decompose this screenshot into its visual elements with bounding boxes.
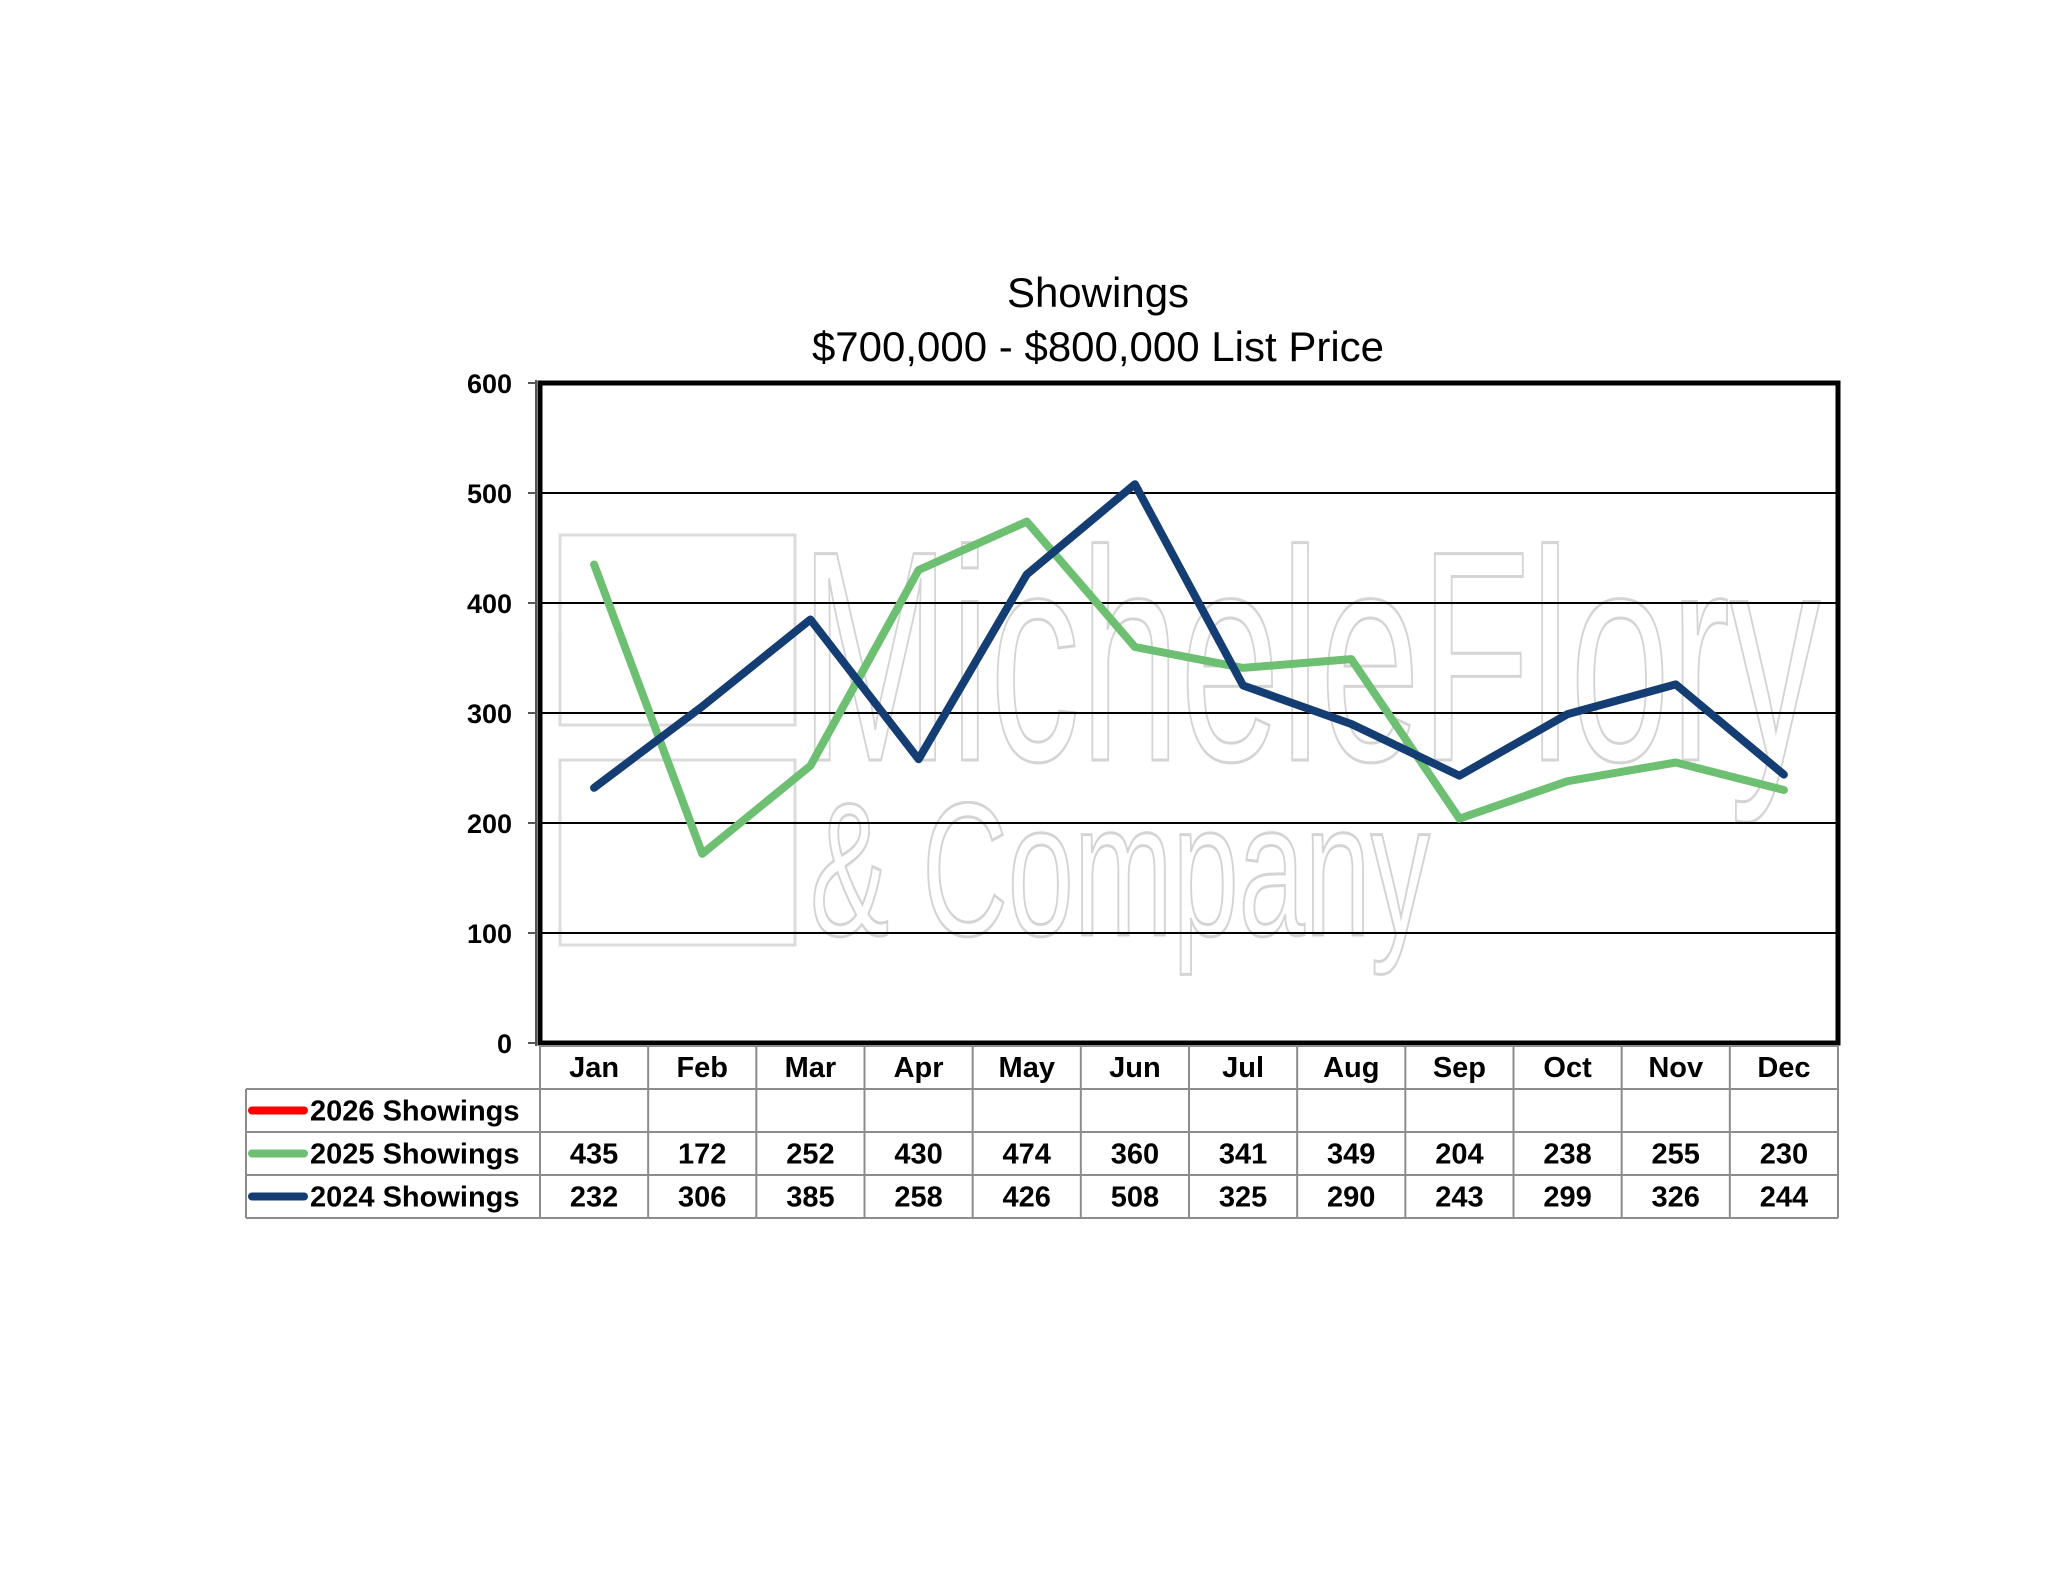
x-tick-label: Jun bbox=[1109, 1052, 1161, 1084]
table-cell: 325 bbox=[1219, 1182, 1267, 1214]
y-tick-label: 600 bbox=[467, 369, 512, 399]
table-cell: 258 bbox=[894, 1182, 942, 1214]
x-tick-label: Sep bbox=[1433, 1052, 1486, 1084]
series-line-2025-showings bbox=[590, 517, 1788, 858]
watermark: MicheleFlory & Company bbox=[558, 487, 1822, 978]
table-cell: 238 bbox=[1543, 1139, 1591, 1171]
x-tick-label: Mar bbox=[785, 1052, 837, 1084]
table-cell: 232 bbox=[570, 1182, 618, 1214]
data-table: Jan Feb Mar Apr May Jun Jul Aug Sep Oct Nov Dec 2026… bbox=[245, 1045, 1839, 1219]
table-cell: 244 bbox=[1760, 1182, 1808, 1214]
series-lines bbox=[590, 480, 1788, 858]
y-axis-tick-labels: 0 100 200 300 400 500 600 bbox=[467, 369, 512, 1059]
table-cell: 299 bbox=[1543, 1182, 1591, 1214]
table-cell: 326 bbox=[1652, 1182, 1700, 1214]
x-tick-label: Jul bbox=[1222, 1052, 1264, 1084]
x-tick-label: Aug bbox=[1323, 1052, 1379, 1084]
table-cell: 360 bbox=[1111, 1139, 1159, 1171]
chart-title: Showings bbox=[1007, 269, 1189, 316]
legend-label: 2026 Showings bbox=[310, 1096, 520, 1128]
table-cell: 230 bbox=[1760, 1139, 1808, 1171]
series-line-2024-showings bbox=[590, 480, 1788, 792]
y-tick-label: 500 bbox=[467, 479, 512, 509]
x-tick-label: Apr bbox=[894, 1052, 944, 1084]
y-tick-label: 100 bbox=[467, 919, 512, 949]
table-cell: 341 bbox=[1219, 1139, 1267, 1171]
table-cell: 474 bbox=[1003, 1139, 1051, 1171]
watermark-line2: & Company bbox=[810, 764, 1430, 976]
table-cell: 243 bbox=[1435, 1182, 1483, 1214]
x-tick-label: Jan bbox=[569, 1052, 619, 1084]
y-tick-label: 0 bbox=[497, 1029, 512, 1059]
table-cell: 290 bbox=[1327, 1182, 1375, 1214]
y-tick-label: 400 bbox=[467, 589, 512, 619]
table-cell: 255 bbox=[1652, 1139, 1700, 1171]
x-tick-label: Oct bbox=[1543, 1052, 1592, 1084]
table-cell: 508 bbox=[1111, 1182, 1159, 1214]
table-cell: 430 bbox=[894, 1139, 942, 1171]
x-tick-label: Nov bbox=[1648, 1052, 1703, 1084]
x-tick-label: Feb bbox=[676, 1052, 728, 1084]
x-tick-label: Dec bbox=[1757, 1052, 1810, 1084]
chart-subtitle: $700,000 - $800,000 List Price bbox=[812, 323, 1384, 370]
table-cell: 349 bbox=[1327, 1139, 1375, 1171]
table-cell: 426 bbox=[1003, 1182, 1051, 1214]
y-tick-label: 200 bbox=[467, 809, 512, 839]
x-tick-label: May bbox=[999, 1052, 1055, 1084]
plot-area-border bbox=[537, 380, 1841, 1046]
table-cell: 252 bbox=[786, 1139, 834, 1171]
table-cell: 306 bbox=[678, 1182, 726, 1214]
table-cell: 204 bbox=[1435, 1139, 1483, 1171]
legend-label: 2024 Showings bbox=[310, 1182, 520, 1214]
legend-label: 2025 Showings bbox=[310, 1139, 520, 1171]
table-cell: 385 bbox=[786, 1182, 834, 1214]
table-cell: 172 bbox=[678, 1139, 726, 1171]
watermark-house-outline-2 bbox=[558, 758, 797, 947]
y-tick-label: 300 bbox=[467, 699, 512, 729]
table-cell: 435 bbox=[570, 1139, 618, 1171]
